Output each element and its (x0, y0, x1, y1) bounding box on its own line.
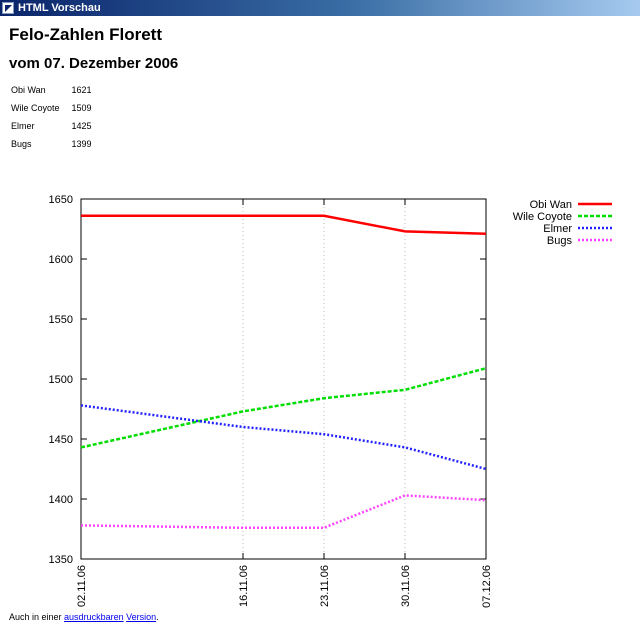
y-tick-label: 1450 (49, 434, 73, 446)
player-name: Wile Coyote (11, 103, 60, 113)
x-tick-label: 07.12.06 (481, 565, 493, 608)
player-name: Elmer (11, 121, 35, 131)
player-score: 1399 (71, 139, 92, 149)
y-tick-label: 1550 (49, 314, 73, 326)
y-tick-label: 1650 (49, 194, 73, 206)
player-score: 1509 (71, 103, 92, 113)
page-subtitle: vom 07. Dezember 2006 (9, 55, 179, 72)
footer-suffix: . (156, 612, 159, 622)
player-score: 1621 (71, 85, 92, 95)
player-name: Obi Wan (11, 85, 46, 95)
series-line (81, 214, 487, 236)
table-row: Bugs 1399 (11, 139, 92, 157)
page-title: Felo-Zahlen Florett (9, 25, 162, 44)
y-tick-label: 1400 (49, 494, 73, 506)
app-icon (2, 2, 14, 14)
table-row: Wile Coyote 1509 (11, 103, 92, 121)
series-line (80, 366, 487, 449)
player-name: Bugs (11, 139, 32, 149)
score-table: Obi Wan 1621 Wile Coyote 1509 Elmer 1425… (11, 85, 92, 157)
y-tick-label: 1600 (49, 254, 73, 266)
printable-link[interactable]: ausdruckbaren (64, 612, 124, 622)
legend-label: Wile Coyote (513, 211, 572, 223)
legend-label: Elmer (543, 223, 572, 235)
legend-label: Bugs (547, 235, 573, 247)
y-tick-label: 1500 (49, 374, 73, 386)
player-score: 1425 (71, 121, 92, 131)
plot-frame (80, 198, 487, 560)
x-tick-label: 16.11.06 (238, 565, 250, 607)
y-tick-label: 1350 (49, 554, 73, 566)
line-chart: 1350 1400 1450 1500 1550 1600 1650 02.11.06 16.1… (49, 194, 612, 608)
x-tick-label: 30.11.06 (400, 565, 412, 607)
x-tick-label: 02.11.06 (76, 565, 88, 607)
page-content: Felo-Zahlen Florett vom 07. Dezember 200… (0, 16, 640, 627)
x-tick-label: 23.11.06 (319, 565, 331, 607)
footer-text: Auch in einer (9, 612, 65, 622)
version-link[interactable]: Version (126, 612, 157, 622)
legend-label: Obi Wan (530, 199, 572, 211)
table-row: Obi Wan 1621 (11, 85, 92, 103)
window-title: HTML Vorschau (18, 2, 101, 14)
table-row: Elmer 1425 (11, 121, 92, 139)
series-line (80, 404, 487, 471)
window-titlebar: HTML Vorschau (0, 0, 640, 16)
footer: Auch in einer ausdruckbaren Version. (9, 612, 159, 622)
series-line (80, 494, 487, 530)
